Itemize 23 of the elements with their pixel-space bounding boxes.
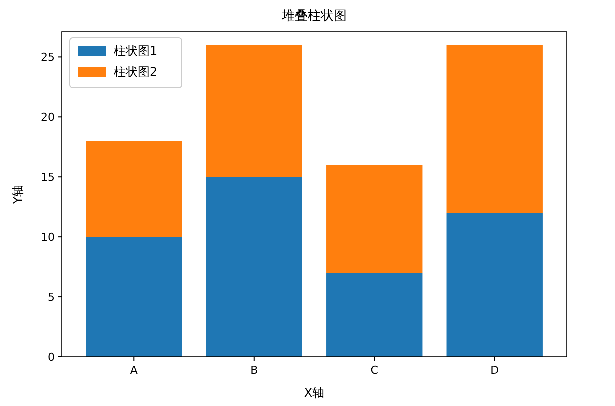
y-tick-label: 10 <box>41 230 55 244</box>
y-tick-label: 0 <box>48 350 55 364</box>
bar <box>206 177 302 357</box>
y-tick-label: 5 <box>48 290 55 304</box>
legend-label: 柱状图2 <box>114 65 158 79</box>
x-tick-label: B <box>250 364 258 377</box>
y-tick-label: 15 <box>41 170 55 184</box>
y-tick-label: 25 <box>41 51 55 64</box>
x-tick-label: D <box>490 364 500 377</box>
x-tick-label: C <box>370 364 379 377</box>
bar <box>326 165 423 274</box>
y-tick-label: 20 <box>41 111 55 124</box>
bar <box>86 141 182 238</box>
y-axis-title: Y轴 <box>11 184 25 206</box>
bar <box>446 213 543 357</box>
legend-label: 柱状图1 <box>114 44 158 58</box>
bar <box>86 237 182 357</box>
x-axis-title: X轴 <box>304 386 325 400</box>
bar <box>206 45 302 178</box>
x-tick-label: A <box>130 364 138 377</box>
bar <box>446 45 543 214</box>
chart-title: 堆叠柱状图 <box>281 9 347 24</box>
bar <box>326 273 423 357</box>
